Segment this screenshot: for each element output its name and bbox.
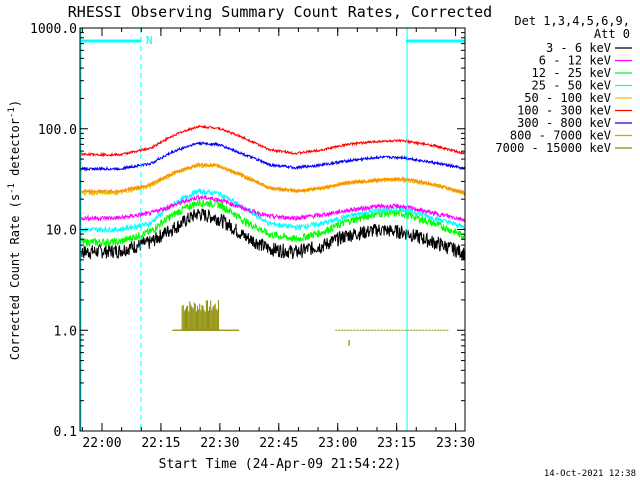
y-axis-label-mid: detector (8, 118, 22, 183)
legend-header-2: Att 0 (594, 27, 630, 41)
y-tick-label: 1.0 (54, 324, 77, 339)
x-tick-label: 22:45 (259, 436, 298, 451)
y-tick-label: 0.1 (54, 425, 77, 440)
series-800-7000keV-line (80, 162, 465, 196)
x-axis-label: Start Time (24-Apr-09 21:54:22) (159, 457, 402, 472)
y-axis-label-sup1: -1 (7, 183, 17, 194)
legend-item-label: 7000 - 15000 keV (495, 141, 611, 155)
x-tick-label: 23:00 (318, 436, 357, 451)
night-bar-label: N (146, 34, 153, 47)
legend-item-label: 300 - 800 keV (517, 116, 611, 130)
y-axis-label-end: ) (8, 100, 22, 107)
series-12-25keV-line (80, 198, 465, 248)
series-100-300keV-line (80, 124, 465, 158)
y-tick-label: 1000.0 (30, 22, 77, 37)
legend-item-label: 50 - 100 keV (524, 91, 611, 105)
x-tick-label: 23:15 (377, 436, 416, 451)
legend-item-label: 12 - 25 keV (532, 66, 611, 80)
y-tick-label: 100.0 (38, 123, 77, 138)
y-axis-label-main: Corrected Count Rate (s (8, 194, 22, 360)
series-300-800keV-line (80, 141, 465, 172)
legend-header-1: Det 1,3,4,5,6,9, (514, 14, 630, 28)
x-tick-label: 22:30 (200, 436, 239, 451)
legend-item-label: 3 - 6 keV (546, 41, 611, 55)
x-tick-label: 23:30 (436, 436, 475, 451)
series-25-50keV-line (80, 188, 465, 234)
legend-item-label: 100 - 300 keV (517, 104, 611, 118)
x-tick-label: 22:00 (82, 436, 121, 451)
timestamp: 14-Oct-2021 12:38 (544, 469, 636, 479)
y-axis-label: Corrected Count Rate (s-1 detector-1) (7, 100, 22, 360)
y-axis-label-sup2: -1 (7, 107, 17, 118)
legend-item-label: 800 - 7000 keV (510, 129, 611, 143)
legend-item-label: 25 - 50 keV (532, 79, 611, 93)
legend-item-label: 6 - 12 keV (539, 54, 611, 68)
chart-title: RHESSI Observing Summary Count Rates, Co… (68, 3, 492, 21)
series-3-6keV-line (80, 208, 465, 260)
series-6-12keV-line (80, 194, 465, 222)
series-7000-15000-kev (172, 300, 450, 346)
x-tick-label: 22:15 (141, 436, 180, 451)
y-tick-label: 10.0 (46, 224, 77, 239)
